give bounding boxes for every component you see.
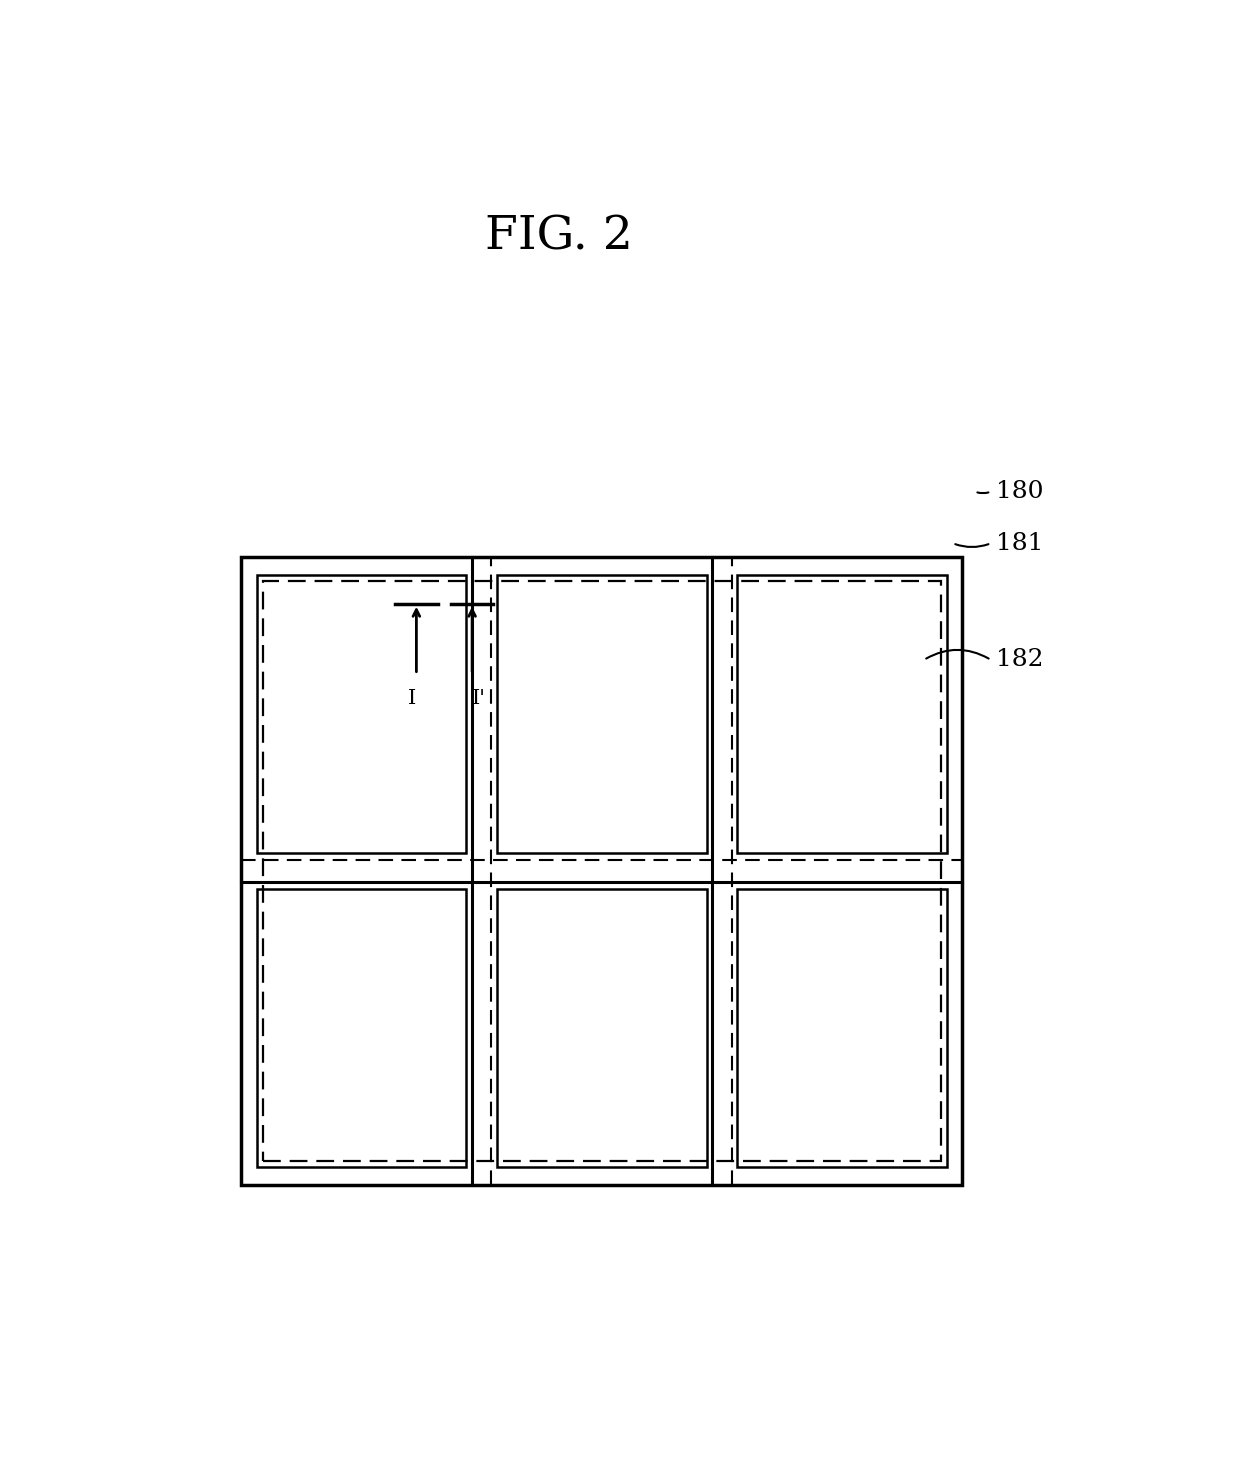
Bar [242,557,962,1185]
Bar [738,889,947,1168]
Text: I': I' [472,690,486,709]
Bar [257,574,466,853]
Bar [263,582,941,1161]
Text: 182: 182 [996,649,1043,672]
Text: FIG. 2: FIG. 2 [485,214,632,260]
Bar [257,889,466,1168]
Text: 181: 181 [996,532,1043,554]
Bar [497,574,707,853]
Bar [738,574,947,853]
Text: I: I [408,690,415,709]
Text: 180: 180 [996,480,1043,503]
Bar [497,889,707,1168]
